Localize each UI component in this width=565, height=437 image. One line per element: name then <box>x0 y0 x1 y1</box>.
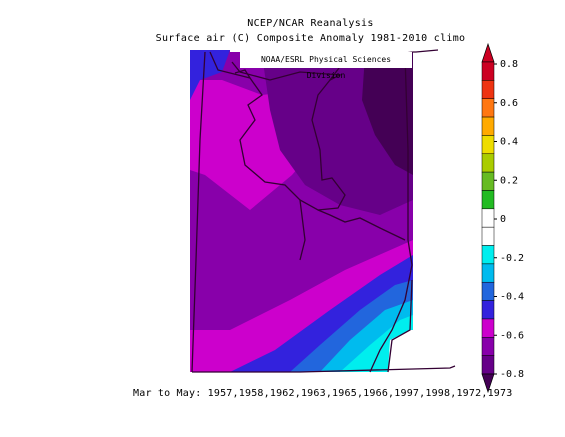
colorbar: 0.8 0.6 0.4 0.2 0 -0.2 -0.4 -0.6 -0.8 <box>481 42 524 394</box>
colorbar-tick-label: 0.6 <box>500 98 518 109</box>
contour-darkest <box>362 52 413 175</box>
state-boundaries <box>191 49 456 373</box>
colorbar-swatch <box>481 226 495 246</box>
colorbar-swatch <box>481 337 495 356</box>
colorbar-swatch <box>481 208 495 228</box>
map-top-gap <box>230 48 420 52</box>
contour-white <box>388 330 413 372</box>
colorbar-swatch <box>481 135 495 155</box>
colorbar-max-arrow <box>481 42 495 63</box>
colorbar-tick-label: 0 <box>500 214 506 225</box>
contour-blue-corner <box>190 50 230 100</box>
colorbar-swatch <box>481 300 495 320</box>
colorbar-swatch <box>481 171 495 191</box>
title-line-2: Surface air (C) Composite Anomaly 1981-2… <box>155 33 466 44</box>
colorbar-swatch <box>481 61 495 81</box>
colorbar-swatch <box>481 190 495 210</box>
colorbar-tick-label: -0.8 <box>500 369 524 380</box>
colorbar-swatch <box>481 318 495 338</box>
colorbar-tick-label: -0.2 <box>500 253 524 264</box>
colorbar-swatch <box>481 355 495 375</box>
colorbar-swatch <box>481 80 495 99</box>
colorbar-tick-label: -0.4 <box>500 292 524 303</box>
colorbar-swatch <box>481 245 495 265</box>
colorbar-swatch <box>481 281 495 301</box>
colorbar-swatch <box>481 153 495 173</box>
period-label: Mar to May: 1957,1958,1962,1963,1965,196… <box>133 388 513 399</box>
colorbar-swatch <box>481 98 495 118</box>
credit-label: NOAA/ESRL Physical Sciences Division <box>240 52 412 80</box>
colorbar-swatch <box>481 116 495 136</box>
title-line-1: NCEP/NCAR Reanalysis <box>247 18 374 29</box>
colorbar-swatch <box>481 263 495 283</box>
colorbar-tick-label: -0.6 <box>500 330 524 341</box>
colorbar-min-arrow <box>481 373 495 394</box>
colorbar-tick-label: 0.4 <box>500 137 518 148</box>
colorbar-tick-label: 0.2 <box>500 175 518 186</box>
colorbar-tick-label: 0.8 <box>500 59 518 70</box>
